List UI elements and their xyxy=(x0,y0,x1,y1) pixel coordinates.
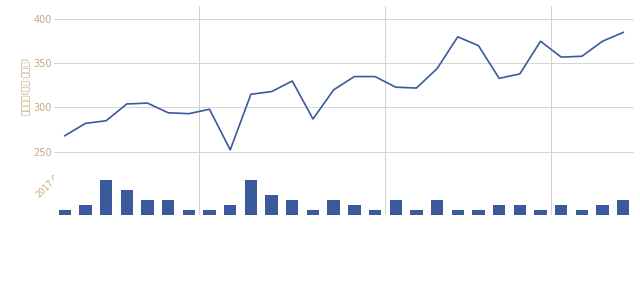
Bar xyxy=(431,200,444,215)
Bar xyxy=(514,205,526,215)
Bar xyxy=(452,210,464,215)
Bar xyxy=(141,200,154,215)
Bar xyxy=(204,210,216,215)
Bar xyxy=(576,210,588,215)
Bar xyxy=(555,205,568,215)
Bar xyxy=(79,205,92,215)
Bar xyxy=(328,200,340,215)
Bar xyxy=(182,210,195,215)
Bar xyxy=(410,210,422,215)
Bar xyxy=(534,210,547,215)
Bar xyxy=(472,210,484,215)
Bar xyxy=(617,200,630,215)
Bar xyxy=(162,200,174,215)
Bar xyxy=(286,200,298,215)
Bar xyxy=(244,180,257,215)
Bar xyxy=(307,210,319,215)
Bar xyxy=(369,210,381,215)
Bar xyxy=(120,190,133,215)
Bar xyxy=(266,195,278,215)
Bar xyxy=(596,205,609,215)
Bar xyxy=(390,200,402,215)
Bar xyxy=(348,205,360,215)
Bar xyxy=(58,210,71,215)
Y-axis label: 거래금액(단위:백만원): 거래금액(단위:백만원) xyxy=(21,56,30,115)
Bar xyxy=(100,180,113,215)
Bar xyxy=(224,205,236,215)
Bar xyxy=(493,205,506,215)
